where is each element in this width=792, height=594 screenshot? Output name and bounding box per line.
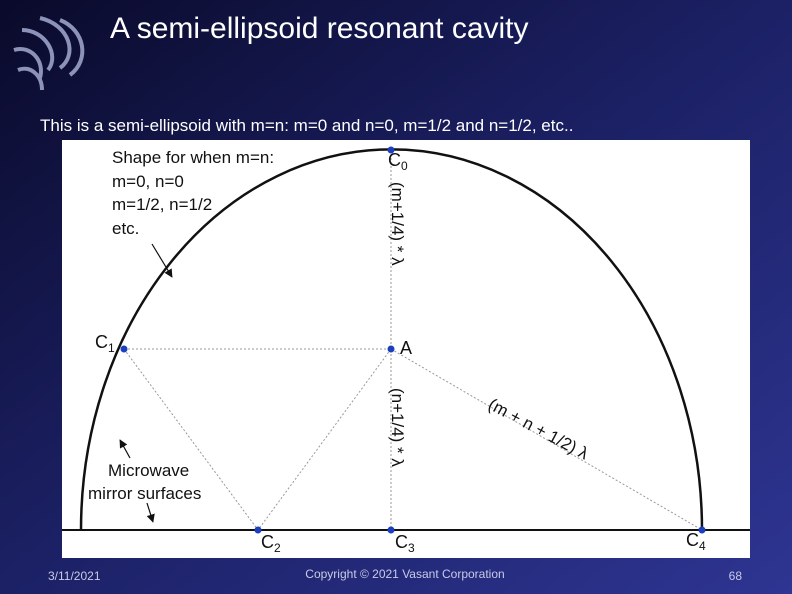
point-label: C4 xyxy=(686,530,706,553)
point-label: A xyxy=(400,338,412,358)
title: A semi-ellipsoid resonant cavity xyxy=(110,12,529,45)
shape-note: Shape for when m=n: m=0, n=0 m=1/2, n=1/… xyxy=(112,148,279,238)
point-label: C0 xyxy=(388,150,408,173)
guide-lines xyxy=(123,150,703,531)
lower-length: (n+1/4) * λ xyxy=(388,388,407,467)
subtitle: This is a semi-ellipsoid with m=n: m=0 a… xyxy=(40,116,573,135)
figure: Shape for when m=n: m=0, n=0 m=1/2, n=1/… xyxy=(62,140,750,558)
point-label: C1 xyxy=(95,332,115,355)
point-label: C2 xyxy=(261,532,281,555)
footer-copyright: Copyright © 2021 Vasant Corporation xyxy=(305,567,504,581)
page-number: 68 xyxy=(729,569,743,583)
logo xyxy=(13,16,85,91)
points xyxy=(120,146,706,534)
upper-length: (m+1/4) * λ xyxy=(388,182,407,266)
footer-date: 3/11/2021 xyxy=(48,569,101,583)
arrows xyxy=(119,243,173,523)
mirror-note: Microwave mirror surfaces xyxy=(88,461,201,503)
point-label: C3 xyxy=(395,532,415,555)
